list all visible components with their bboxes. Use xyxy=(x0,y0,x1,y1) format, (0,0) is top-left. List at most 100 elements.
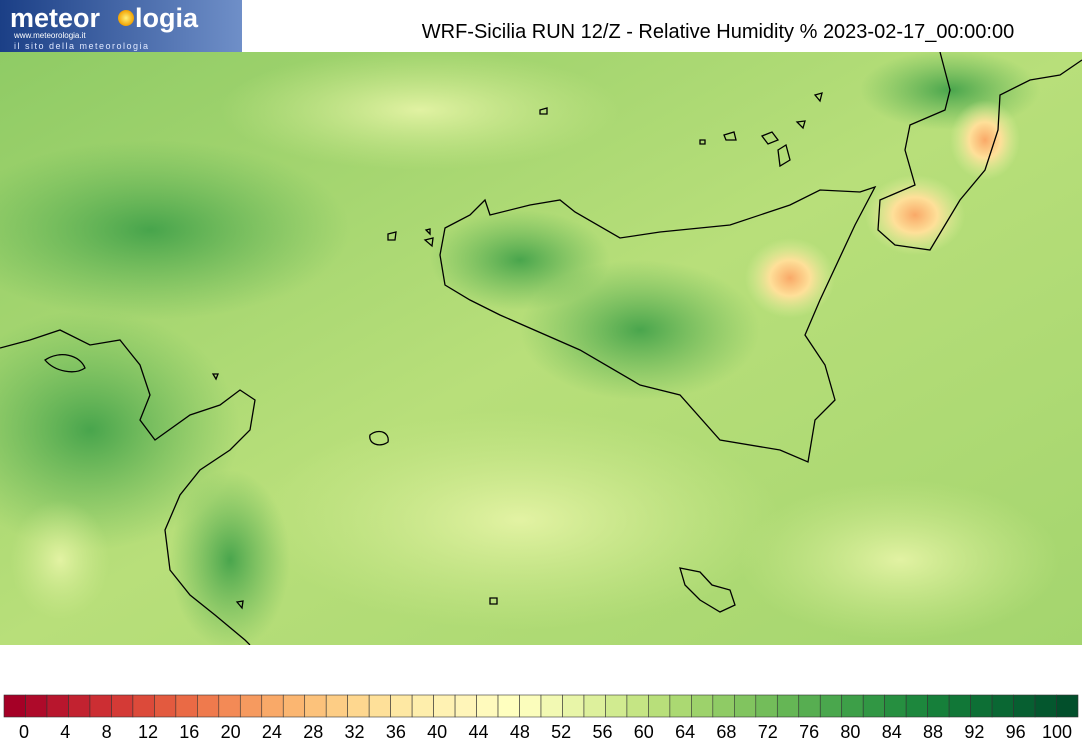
color-swatch xyxy=(132,694,155,718)
map xyxy=(0,52,1082,645)
color-swatch xyxy=(433,694,456,718)
colorbar-label: 52 xyxy=(551,722,571,739)
color-swatch xyxy=(648,694,671,718)
color-swatch xyxy=(239,694,263,718)
color-swatch xyxy=(154,694,177,718)
color-swatch xyxy=(282,694,306,718)
colorbar: 0 4 8 12 16 20 24 28 32 36 40 44 48 52 56 60 64 68 72 76 80 8… xyxy=(3,694,1079,739)
color-swatch xyxy=(798,694,821,718)
colorbar-label: 48 xyxy=(510,722,530,739)
dry-area xyxy=(260,410,780,630)
color-swatch xyxy=(884,694,907,718)
colorbar-label: 0 xyxy=(19,722,29,739)
color-swatch xyxy=(691,694,714,718)
color-swatch xyxy=(111,694,134,718)
colorbar-label: 80 xyxy=(840,722,860,739)
malta xyxy=(679,567,736,613)
map-title: WRF-Sicilia RUN 12/Z - Relative Humidity… xyxy=(422,21,1014,43)
color-swatch xyxy=(1056,694,1079,718)
colorbar-label: 68 xyxy=(716,722,736,739)
color-swatch xyxy=(411,694,434,718)
color-swatch xyxy=(497,694,520,718)
colorbar-label: 24 xyxy=(262,722,282,739)
color-swatch xyxy=(89,694,112,718)
color-swatch xyxy=(712,694,735,718)
colorbar-label: 56 xyxy=(592,722,612,739)
colorbar-label: 88 xyxy=(923,722,943,739)
colorbar-label: 92 xyxy=(964,722,984,739)
color-swatch xyxy=(3,694,26,718)
logo-sun xyxy=(118,10,134,26)
colorbar-label: 28 xyxy=(303,722,323,739)
color-swatch xyxy=(1034,694,1057,718)
colorbar-label: 100 xyxy=(1042,722,1072,739)
colorbar-label: 40 xyxy=(427,722,447,739)
color-swatch xyxy=(605,694,628,718)
coastlines xyxy=(0,52,1082,645)
color-swatch xyxy=(583,694,606,718)
color-swatch xyxy=(197,694,220,718)
humid-area xyxy=(0,140,350,320)
color-swatch xyxy=(626,694,649,718)
color-swatch xyxy=(304,694,327,718)
color-swatch xyxy=(347,694,370,718)
color-swatch xyxy=(368,694,391,718)
dry-area xyxy=(745,238,835,318)
color-swatch xyxy=(669,694,692,718)
dry-area xyxy=(950,100,1020,180)
colorbar-label: 4 xyxy=(60,722,70,739)
dry-area xyxy=(740,480,1060,640)
color-swatch xyxy=(905,694,928,718)
logo-tagline: il sito della meteorologia xyxy=(14,41,150,51)
color-swatch xyxy=(776,694,800,718)
color-swatch xyxy=(454,694,477,718)
aeolian-islands xyxy=(539,92,823,168)
colorbar-label: 36 xyxy=(386,722,406,739)
pantelleria xyxy=(369,430,389,446)
color-swatch xyxy=(175,694,198,718)
dry-area xyxy=(865,175,965,255)
color-swatch xyxy=(991,694,1014,718)
color-swatch xyxy=(46,694,69,718)
colorbar-label: 12 xyxy=(138,722,158,739)
color-swatch xyxy=(519,694,542,718)
colorbar-label: 20 xyxy=(221,722,241,739)
colorbar-label: 84 xyxy=(882,722,902,739)
calabria-coast xyxy=(877,52,1082,251)
sicily-coast xyxy=(439,185,877,463)
colorbar-label: 76 xyxy=(799,722,819,739)
dry-area xyxy=(10,500,110,620)
tunisia-coast xyxy=(0,329,256,645)
color-swatch xyxy=(1013,694,1036,718)
color-swatch xyxy=(218,694,241,718)
color-swatch xyxy=(948,694,971,718)
color-swatch xyxy=(68,694,91,718)
color-swatch xyxy=(562,694,585,718)
color-swatch xyxy=(841,694,864,718)
color-swatch xyxy=(755,694,778,718)
colorbar-label: 72 xyxy=(758,722,778,739)
island xyxy=(44,354,86,373)
color-swatch xyxy=(927,694,950,718)
color-swatch xyxy=(540,694,563,718)
logo-brand-end: logia xyxy=(135,3,199,33)
dry-area xyxy=(220,52,620,170)
color-swatch xyxy=(261,694,284,718)
colorbar-label: 16 xyxy=(179,722,199,739)
colorbar-label: 64 xyxy=(675,722,695,739)
color-swatch xyxy=(819,694,843,718)
egadi-islands xyxy=(387,228,434,248)
colorbar-label: 44 xyxy=(469,722,489,739)
logo-brand-start: meteor xyxy=(10,3,101,33)
logo-url: www.meteorologia.it xyxy=(13,31,86,40)
color-swatch xyxy=(476,694,499,718)
islet xyxy=(211,373,498,610)
color-swatch xyxy=(970,694,993,718)
color-swatch xyxy=(734,694,757,718)
logo-box xyxy=(0,0,242,52)
colorbar-label: 96 xyxy=(1006,722,1026,739)
humid-area xyxy=(170,470,290,645)
colorbar-label: 60 xyxy=(634,722,654,739)
color-swatch xyxy=(325,694,348,718)
